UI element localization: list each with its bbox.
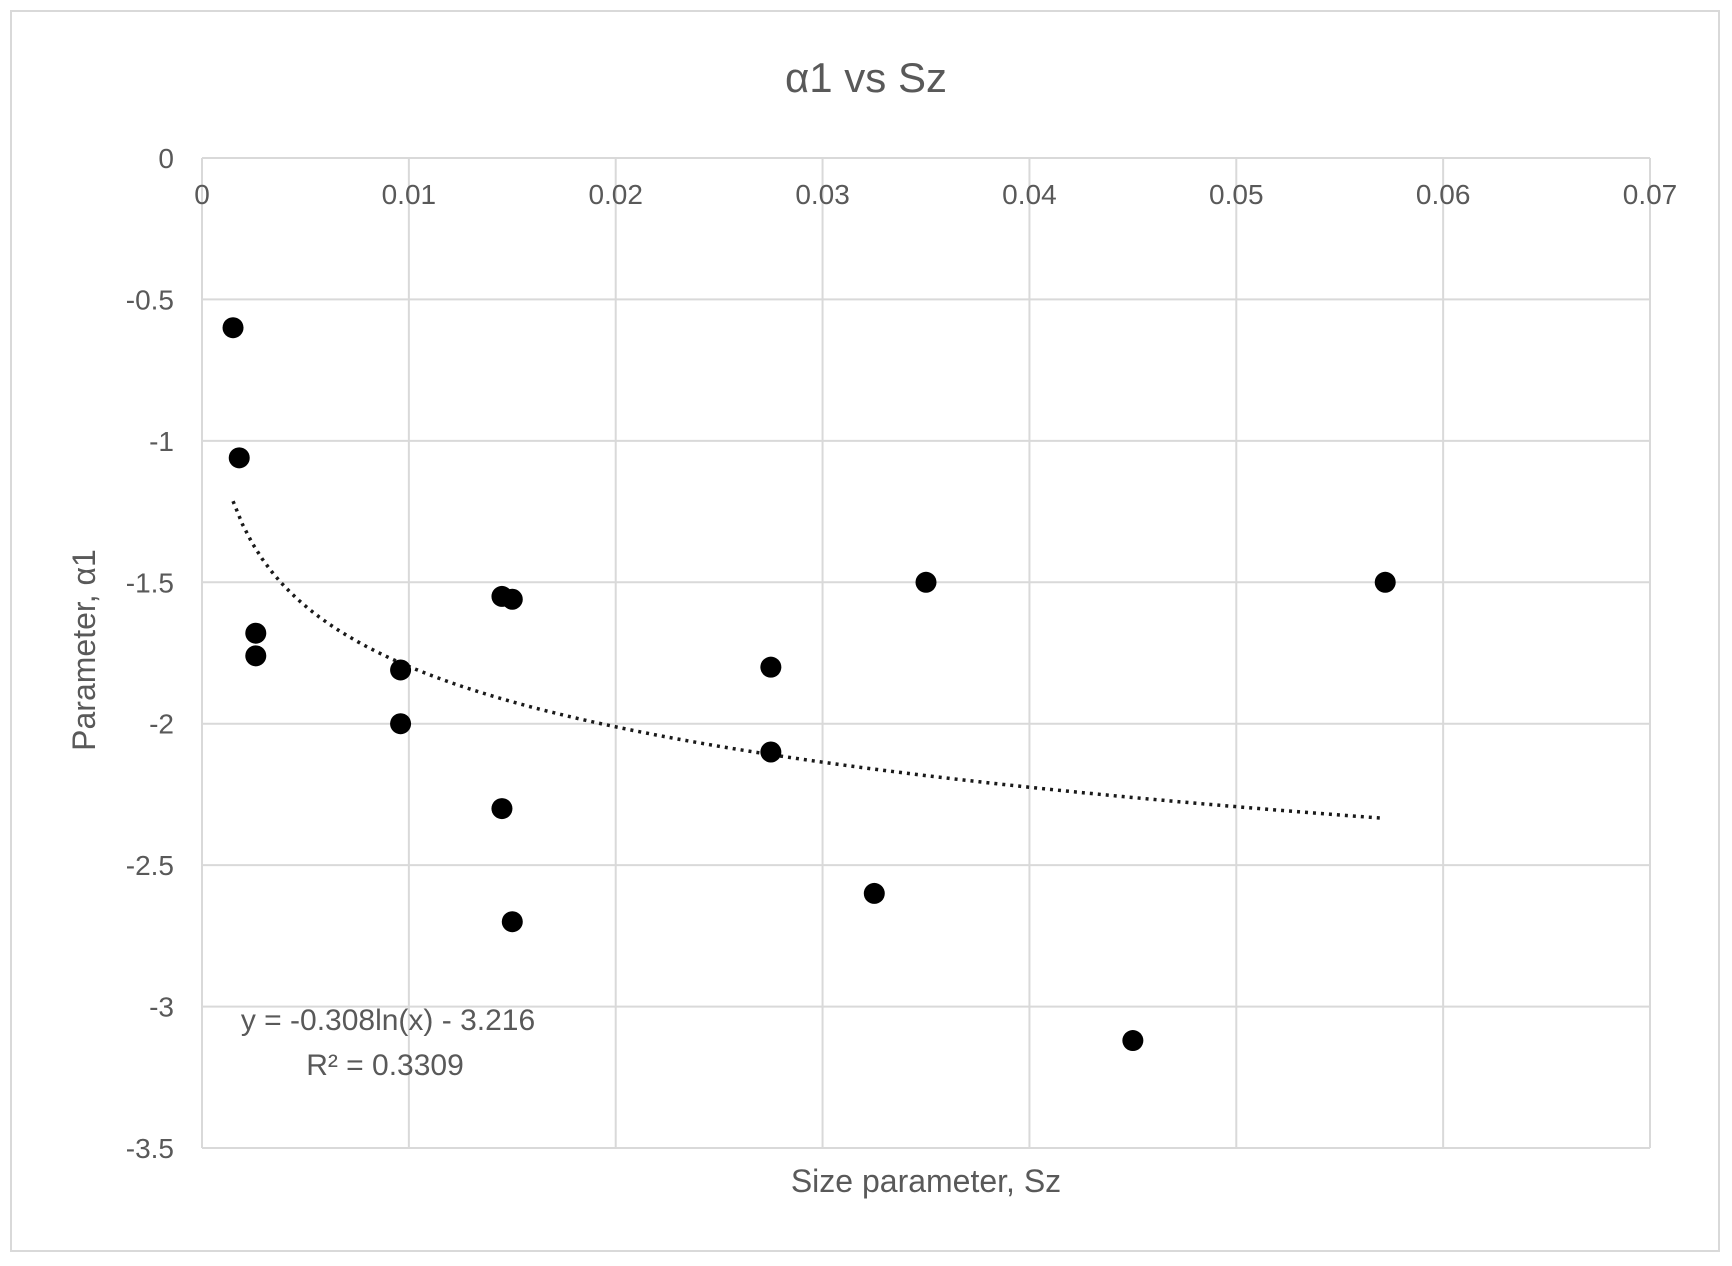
x-tick-label: 0.04	[1002, 179, 1057, 210]
trendline-equation: y = -0.308ln(x) - 3.216	[241, 1004, 535, 1037]
x-tick-label: 0.01	[382, 179, 437, 210]
data-point	[245, 645, 267, 667]
y-tick-label: -2	[149, 709, 174, 740]
data-points	[222, 317, 1396, 1052]
data-point	[1374, 571, 1396, 593]
y-tick-label: -3	[149, 992, 174, 1023]
tick-labels: 0 0.01 0.02 0.03 0.04 0.05 0.06 0.07 0 -0.5 -1 -1.5…	[126, 143, 1678, 1164]
data-point	[390, 713, 412, 735]
y-tick-label: -3.5	[126, 1133, 174, 1164]
y-axis-label: Parameter, α1	[66, 549, 102, 751]
data-point	[501, 588, 523, 610]
x-tick-label: 0.06	[1416, 179, 1471, 210]
trendline	[231, 500, 1382, 820]
x-tick-label: 0	[194, 179, 210, 210]
y-tick-label: 0	[158, 143, 174, 174]
chart-title: α1 vs Sz	[785, 54, 947, 101]
grid-lines	[201, 157, 1651, 1149]
x-axis-label: Size parameter, Sz	[791, 1163, 1061, 1199]
y-tick-label: -2.5	[126, 850, 174, 881]
data-point	[760, 656, 782, 678]
data-point	[863, 882, 885, 904]
data-point	[915, 571, 937, 593]
data-point	[228, 447, 250, 469]
data-point	[222, 317, 244, 339]
x-tick-label: 0.03	[795, 179, 850, 210]
data-point	[760, 741, 782, 763]
y-tick-label: -0.5	[126, 284, 174, 315]
data-point	[390, 659, 412, 681]
y-tick-label: -1	[149, 426, 174, 457]
data-point	[501, 911, 523, 933]
x-tick-label: 0.07	[1623, 179, 1678, 210]
chart-frame	[10, 10, 1720, 1252]
data-point	[1122, 1030, 1144, 1052]
y-tick-label: -1.5	[126, 567, 174, 598]
trendline-r-squared: R² = 0.3309	[306, 1049, 464, 1082]
x-tick-label: 0.02	[588, 179, 643, 210]
x-tick-label: 0.05	[1209, 179, 1264, 210]
data-point	[245, 622, 267, 644]
data-point	[491, 798, 513, 820]
